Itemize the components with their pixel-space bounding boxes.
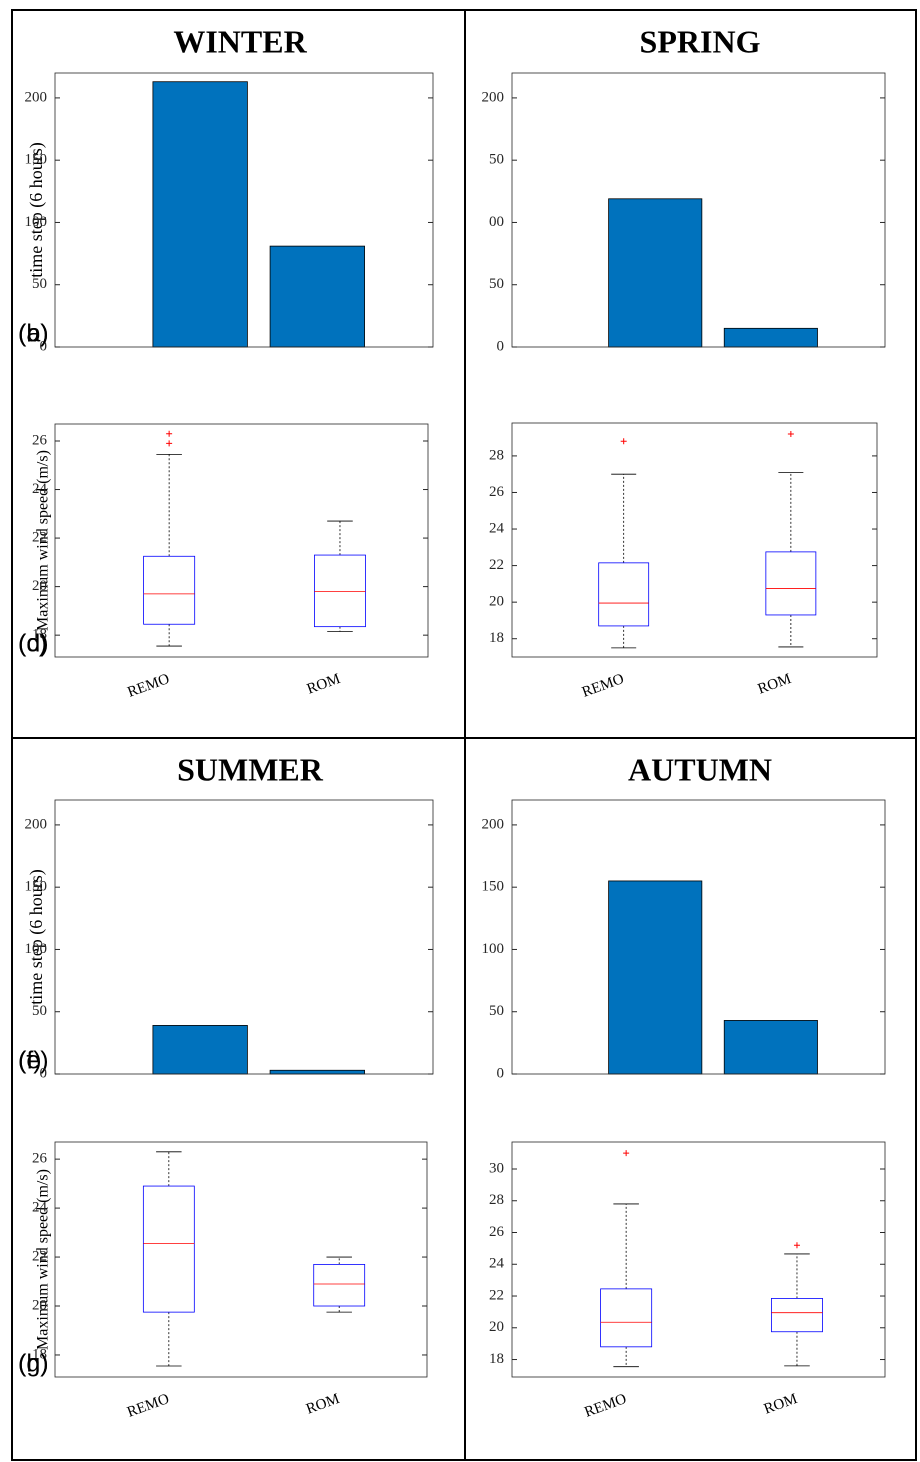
panel-label: (f) [18, 1047, 42, 1075]
y-tick-label: 24 [489, 1256, 505, 1272]
y-tick-label: 20 [32, 1297, 47, 1313]
y-axis-label: Maximum wind speed (m/s) [35, 1169, 52, 1350]
y-tick-label: 26 [489, 484, 505, 500]
box [313, 1263, 366, 1307]
x-tick-label: REMO [582, 1391, 628, 1421]
y-tick-label: 50 [32, 276, 47, 292]
y-tick-label: 0 [497, 338, 505, 354]
bar [152, 81, 248, 348]
y-tick-label: 22 [32, 1248, 47, 1264]
panel-label: (e) [18, 1047, 49, 1075]
outlier [166, 440, 173, 447]
x-tick-label: ROM [762, 1391, 800, 1418]
y-tick-label: 26 [32, 432, 48, 448]
y-tick-label: 22 [489, 557, 504, 573]
box [600, 1288, 653, 1348]
panel-label: (b) [18, 320, 49, 348]
panel-title: AUTUMN [628, 751, 772, 787]
bar [269, 245, 365, 348]
box [771, 1298, 823, 1333]
x-tick-label: REMO [125, 671, 171, 701]
y-tick-label: 28 [489, 447, 504, 463]
panel-label: (h) [18, 1350, 49, 1378]
box [143, 555, 196, 625]
panel-label: (g) [18, 1350, 49, 1378]
y-tick-label: 200 [482, 816, 505, 832]
y-tick-label: 50 [32, 1003, 47, 1019]
bar [723, 1020, 818, 1075]
y-tick-label: 26 [489, 1224, 505, 1240]
axes-frame [54, 1141, 428, 1378]
bar [269, 1069, 365, 1075]
panel-label: (a) [18, 320, 49, 348]
y-tick-label: 200 [482, 89, 505, 105]
axes-frame [511, 72, 886, 348]
y-tick-label: 20 [489, 594, 504, 610]
outlier [623, 1150, 630, 1157]
axes-frame [54, 72, 434, 348]
panel-title: SPRING [640, 23, 761, 59]
axes-frame [511, 1141, 886, 1378]
panel-label: (c) [18, 630, 47, 658]
y-tick-label: 150 [482, 879, 505, 895]
bar [608, 880, 703, 1075]
y-tick-label: 50 [489, 276, 504, 292]
y-tick-label: 18 [32, 1346, 47, 1362]
axes-frame [54, 423, 429, 658]
y-tick-label: 24 [489, 520, 505, 536]
outlier [793, 1242, 800, 1249]
y-tick-label: 18 [489, 630, 504, 646]
y-tick-label: 100 [25, 214, 48, 230]
y-tick-label: 28 [489, 1192, 504, 1208]
y-axis-label: time step (6 hours) [26, 142, 47, 277]
bar [723, 327, 818, 348]
panel-title: WINTER [173, 23, 307, 59]
y-tick-label: 100 [482, 941, 505, 957]
y-tick-label: 0 [40, 338, 48, 354]
y-axis-label: time step (6 hours) [26, 869, 47, 1004]
y-tick-label: 0 [40, 1065, 48, 1081]
y-tick-label: 50 [489, 1003, 504, 1019]
y-tick-label: 18 [489, 1351, 504, 1367]
y-tick-label: 20 [32, 578, 47, 594]
box [765, 551, 817, 616]
axes-frame [511, 422, 878, 658]
outlier [620, 438, 627, 445]
axes-frame [511, 799, 886, 1075]
y-tick-label: 100 [25, 941, 48, 957]
x-tick-label: ROM [304, 1391, 342, 1418]
y-tick-label: 26 [32, 1151, 48, 1167]
y-tick-label: 20 [489, 1319, 504, 1335]
outlier [787, 430, 794, 437]
panel-label: (d) [18, 630, 49, 658]
y-tick-label: 150 [25, 879, 48, 895]
box [598, 562, 650, 627]
x-tick-label: REMO [125, 1391, 171, 1421]
y-tick-label: 30 [489, 1160, 504, 1176]
y-tick-label: 0 [497, 1065, 505, 1081]
y-axis-label: Maximum wind speed (m/s) [35, 450, 52, 631]
outlier [166, 430, 173, 437]
box [314, 554, 366, 628]
y-tick-label: 200 [25, 816, 48, 832]
y-tick-label: 22 [32, 530, 47, 546]
x-tick-label: ROM [305, 671, 343, 698]
y-tick-label: 150 [25, 152, 48, 168]
box [142, 1185, 195, 1313]
y-tick-label: 18 [32, 627, 47, 643]
y-tick-label: 24 [32, 1200, 48, 1216]
bar [608, 198, 703, 348]
y-tick-label: 00 [489, 214, 504, 230]
y-tick-label: 200 [25, 89, 48, 105]
x-tick-label: REMO [580, 671, 626, 701]
panel-title: SUMMER [177, 751, 324, 787]
bar [152, 1025, 248, 1075]
y-tick-label: 24 [32, 481, 48, 497]
y-tick-label: 50 [489, 152, 504, 168]
x-tick-label: ROM [756, 671, 794, 698]
axes-frame [54, 799, 434, 1075]
y-tick-label: 22 [489, 1287, 504, 1303]
